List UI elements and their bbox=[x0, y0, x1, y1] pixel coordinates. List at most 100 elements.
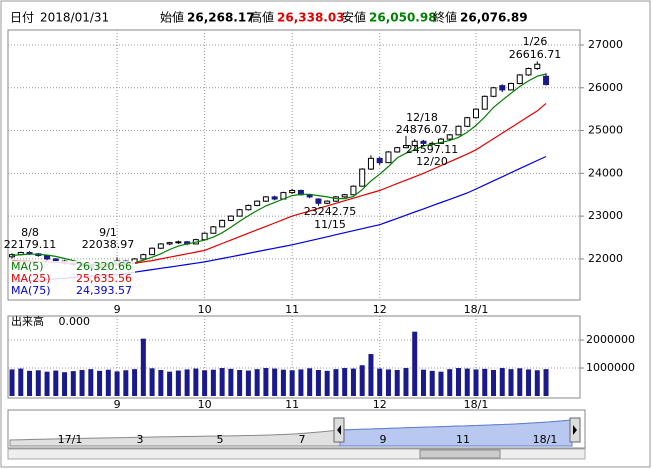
handle-arrow bbox=[573, 425, 577, 435]
volume-bar bbox=[455, 368, 461, 396]
scrollbar[interactable] bbox=[7, 448, 586, 460]
volume-bar bbox=[508, 369, 514, 396]
field-value: 26,268.17 bbox=[187, 11, 255, 25]
volume-bar bbox=[438, 371, 444, 396]
legend-name: MA(25) bbox=[11, 272, 51, 285]
candle-body bbox=[52, 258, 59, 262]
candle-body bbox=[455, 125, 462, 136]
volume-bar bbox=[175, 370, 181, 396]
legend-name: MA(75) bbox=[11, 284, 51, 297]
candle-body bbox=[543, 75, 550, 85]
x-tick-label: 18/1 bbox=[464, 398, 489, 411]
volume-bar bbox=[202, 370, 208, 396]
x-tick-label: 11 bbox=[285, 303, 299, 316]
candle-body bbox=[376, 157, 383, 164]
candle-body bbox=[140, 254, 147, 260]
volume-bar bbox=[464, 368, 470, 396]
y-tick-label: 22000 bbox=[588, 252, 623, 265]
x-tick-label: 9 bbox=[114, 303, 121, 316]
candle-body bbox=[289, 189, 296, 194]
volume-bar bbox=[517, 368, 523, 396]
volume-bar bbox=[114, 371, 120, 396]
x-tick-label: 10 bbox=[198, 303, 212, 316]
volume-bar bbox=[140, 338, 146, 396]
annotation-date: 12/18 bbox=[406, 111, 438, 124]
annotation-date: 11/15 bbox=[314, 218, 346, 231]
candle-body bbox=[262, 196, 269, 202]
annotation-price: 23242.75 bbox=[304, 205, 357, 218]
candle-body bbox=[245, 204, 252, 211]
candle-body bbox=[359, 168, 366, 187]
annotation-price: 26616.71 bbox=[509, 48, 562, 61]
volume-bar bbox=[245, 370, 251, 396]
volume-bar bbox=[385, 369, 391, 396]
volume-panel bbox=[7, 315, 581, 399]
volume-bar bbox=[228, 368, 234, 396]
field-label: 始値 bbox=[160, 10, 184, 25]
candle-body bbox=[315, 198, 322, 204]
volume-bar bbox=[298, 369, 304, 396]
candle-body bbox=[420, 140, 427, 144]
annotation-price: 22179.11 bbox=[4, 238, 57, 251]
navigator-label: 11 bbox=[456, 433, 470, 446]
annotation-price: 24597.11 bbox=[406, 143, 459, 156]
candle-body bbox=[166, 242, 173, 245]
x-tick-label: 12 bbox=[373, 398, 387, 411]
volume-bar bbox=[210, 369, 216, 396]
candle-body bbox=[324, 200, 331, 204]
candle-body bbox=[411, 140, 418, 147]
candle-body bbox=[385, 151, 392, 164]
volume-bar bbox=[280, 369, 286, 396]
y-tick-label: 1000000 bbox=[586, 361, 635, 374]
field-value: 26,338.03 bbox=[277, 11, 345, 25]
navigator-label: 17/1 bbox=[58, 433, 83, 446]
price-panel bbox=[7, 29, 581, 301]
y-tick-label: 24000 bbox=[588, 166, 623, 179]
candle-body bbox=[508, 82, 515, 91]
navigator-label: 7 bbox=[299, 433, 306, 446]
y-tick-label: 27000 bbox=[588, 38, 623, 51]
candle-body bbox=[464, 117, 471, 127]
annotation-date: 1/26 bbox=[523, 35, 548, 48]
candle-body bbox=[227, 215, 234, 221]
y-tick-label: 23000 bbox=[588, 209, 623, 222]
volume-bar bbox=[158, 369, 164, 396]
volume-bar bbox=[473, 369, 479, 396]
volume-bar bbox=[403, 368, 409, 396]
volume-bar bbox=[377, 368, 383, 396]
volume-bar bbox=[482, 368, 488, 396]
navigator-selection bbox=[339, 419, 573, 447]
candle-body bbox=[157, 243, 164, 249]
volume-bar bbox=[237, 369, 243, 396]
volume-bar bbox=[35, 370, 41, 396]
volume-bar bbox=[429, 370, 435, 396]
volume-bar bbox=[18, 368, 24, 396]
navigator-label: 18/1 bbox=[533, 433, 558, 446]
candle-body bbox=[254, 200, 261, 206]
candle-body bbox=[149, 247, 156, 256]
candle-body bbox=[219, 219, 226, 228]
volume-bar bbox=[97, 370, 103, 396]
annotation-date: 8/8 bbox=[21, 226, 39, 239]
volume-bar bbox=[526, 369, 532, 396]
x-tick-label: 18/1 bbox=[464, 303, 489, 316]
volume-bar bbox=[333, 369, 339, 396]
volume-bar bbox=[27, 370, 33, 396]
handle-arrow bbox=[337, 425, 341, 435]
candle-body bbox=[367, 157, 374, 170]
volume-bar bbox=[193, 368, 199, 396]
volume-bar bbox=[342, 368, 348, 396]
volume-bar bbox=[62, 372, 68, 396]
date: 2018/01/31 bbox=[40, 11, 109, 25]
scrollbar-thumb[interactable] bbox=[419, 449, 501, 459]
candle-body bbox=[350, 185, 357, 196]
annotation-price: 24876.07 bbox=[396, 123, 449, 136]
candle-body bbox=[534, 63, 541, 70]
candle-body bbox=[499, 85, 506, 91]
candle-body bbox=[44, 254, 51, 260]
candle-body bbox=[437, 138, 444, 144]
volume-bar bbox=[184, 369, 190, 396]
legend-value: 25,635.56 bbox=[76, 272, 132, 285]
volume-bar bbox=[289, 370, 295, 396]
